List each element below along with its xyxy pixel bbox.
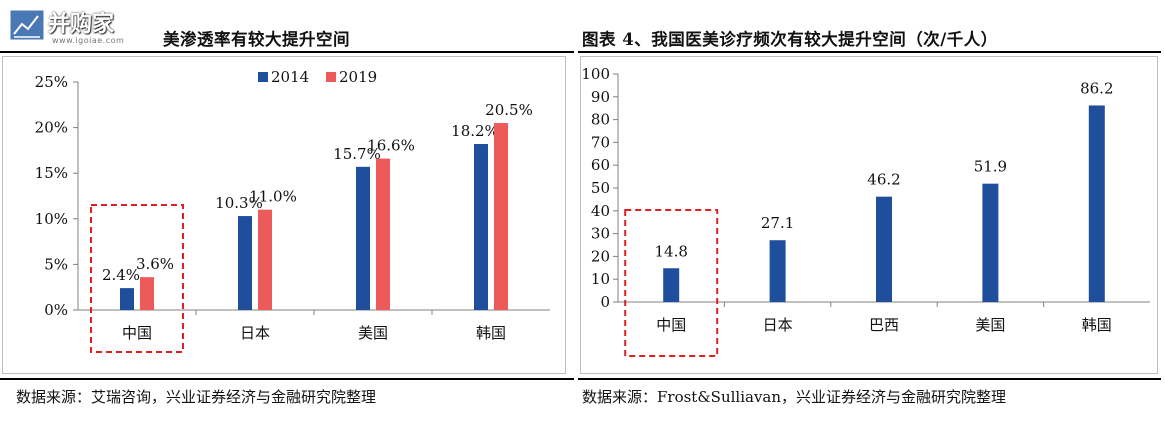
right-chart-panel: 图表 4、我国医美诊疗频次有较大提升空间（次/千人） 0 10 20 30 40 50 60… [578,0,1165,425]
y-tick-label: 0 [600,293,610,311]
right-chart-title: 图表 4、我国医美诊疗频次有较大提升空间（次/千人） [582,30,998,49]
left-chart-title: 美渗透率有较大提升空间 [163,30,350,49]
legend-swatch-2014 [258,72,268,82]
left-title-rule [0,51,574,53]
left-source-rule [0,378,574,380]
left-bar-chart: 0% 5% 10% 15% 20% 25% 中国 2.4%3.6% 日本 10.3%11.0% 美国… [35,68,550,353]
bar-value-label: 16.6% [367,137,415,155]
bar-value-label: 14.8 [654,242,687,260]
y-tick-label: 100 [581,65,610,83]
right-source-rule [578,378,1161,380]
y-tick-label: 15% [35,164,68,182]
bar-value-label: 20.5% [485,101,533,119]
bar-value-label: 2.4% [102,266,140,284]
right-source-note: 数据来源：Frost&Sulliavan，兴业证券经济与金融研究院整理 [582,388,1007,406]
bar-韩国 [1088,105,1105,303]
bar-2019-韩国 [494,123,508,310]
legend-label: 2014 [271,68,309,86]
chart-logo-icon [9,9,45,41]
bar-中国 [663,268,680,302]
watermark-logo: 并购家 www.igoiae.com [8,4,160,48]
y-tick-label: 80 [591,111,610,129]
legend-swatch-2019 [326,72,336,82]
y-tick-label: 5% [44,255,68,273]
bar-2014-中国 [120,288,134,310]
right-chart-frame [580,56,1158,374]
bar-value-label: 15.7% [333,145,381,163]
bar-美国 [982,183,999,302]
bar-2014-美国 [356,166,370,310]
y-tick-label: 20 [591,247,610,265]
y-tick-label: 50 [591,179,610,197]
bar-value-label: 27.1 [761,214,794,232]
watermark-url: www.igoiae.com [52,36,125,45]
bar-value-label: 3.6% [136,255,174,273]
left-source-note: 数据来源：艾瑞咨询，兴业证券经济与金融研究院整理 [16,388,377,406]
y-tick-label: 10% [35,210,68,228]
x-category-label: 日本 [240,324,270,342]
y-tick-label: 25% [35,73,68,91]
right-title-rule [578,51,1161,53]
x-category-label: 美国 [975,316,1005,334]
bar-value-label: 46.2 [867,171,900,189]
left-chart-frame [2,56,566,374]
bar-value-label: 11.0% [249,188,297,206]
bar-2019-中国 [140,277,154,310]
right-bar-chart: 0 10 20 30 40 50 60 70 80 90 100 中国 14.8 日本 27.1 巴西 46.2… [581,65,1150,357]
bar-2014-韩国 [474,144,488,310]
y-tick-label: 20% [35,119,68,137]
legend-label: 2019 [339,68,377,86]
y-tick-label: 0% [44,301,68,319]
x-category-label: 巴西 [869,316,899,334]
bar-value-label: 51.9 [974,158,1007,176]
bar-巴西 [876,196,892,302]
x-category-label: 中国 [122,324,152,342]
x-category-label: 美国 [358,324,388,342]
bar-2014-日本 [238,216,252,310]
y-tick-label: 90 [591,88,610,106]
bar-value-label: 86.2 [1080,79,1113,97]
x-category-label: 日本 [763,316,793,334]
y-tick-label: 40 [591,202,610,220]
y-tick-label: 30 [591,225,610,243]
y-tick-label: 70 [591,133,610,151]
x-category-label: 中国 [656,316,686,334]
bar-2019-美国 [376,158,390,310]
x-category-label: 韩国 [1082,316,1112,334]
watermark-text: 并购家 [48,12,115,37]
y-tick-label: 10 [591,270,610,288]
y-tick-label: 60 [591,156,610,174]
x-category-label: 韩国 [476,324,506,342]
left-chart-panel: 并购家 www.igoiae.com 美渗透率有较大提升空间 0% 5% 10% 15… [0,0,578,425]
bar-日本 [769,240,786,302]
bar-value-label: 10.3% [215,194,263,212]
highlight-box [90,204,184,353]
bar-value-label: 18.2% [451,122,499,140]
bar-2019-日本 [258,209,272,310]
